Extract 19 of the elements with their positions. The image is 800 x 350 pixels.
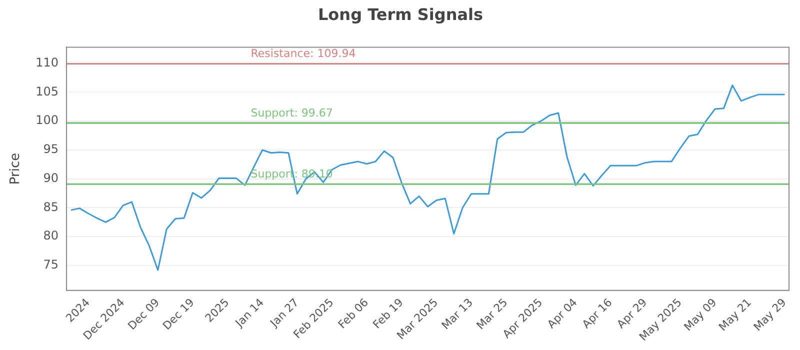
y-tick-label: 80: [43, 228, 59, 243]
y-tick-label: 105: [36, 84, 59, 98]
x-tick-label: Mar 13: [439, 296, 476, 332]
y-tick-label: 110: [36, 55, 59, 70]
y-tick-label: 75: [43, 258, 59, 272]
x-tick-label: Dec 09: [125, 296, 162, 333]
ref-line-label: Support: 99.67: [250, 106, 333, 120]
y-axis-title: Price: [8, 152, 24, 185]
y-tick-label: 95: [43, 142, 59, 156]
x-tick-label: Apr 16: [580, 296, 615, 331]
y-tick-label: 90: [43, 170, 59, 185]
y-tick-label: 100: [36, 113, 59, 128]
chart-title: Long Term Signals: [318, 4, 484, 24]
ref-line-label: Resistance: 109.94: [250, 47, 356, 60]
x-tick-label: Jan 14: [232, 296, 267, 330]
x-tick-label: Dec 19: [160, 296, 197, 333]
x-tick-label: Apr 04: [544, 296, 580, 331]
x-tick-label: Feb 06: [336, 296, 371, 332]
y-tick-label: 85: [43, 200, 59, 214]
